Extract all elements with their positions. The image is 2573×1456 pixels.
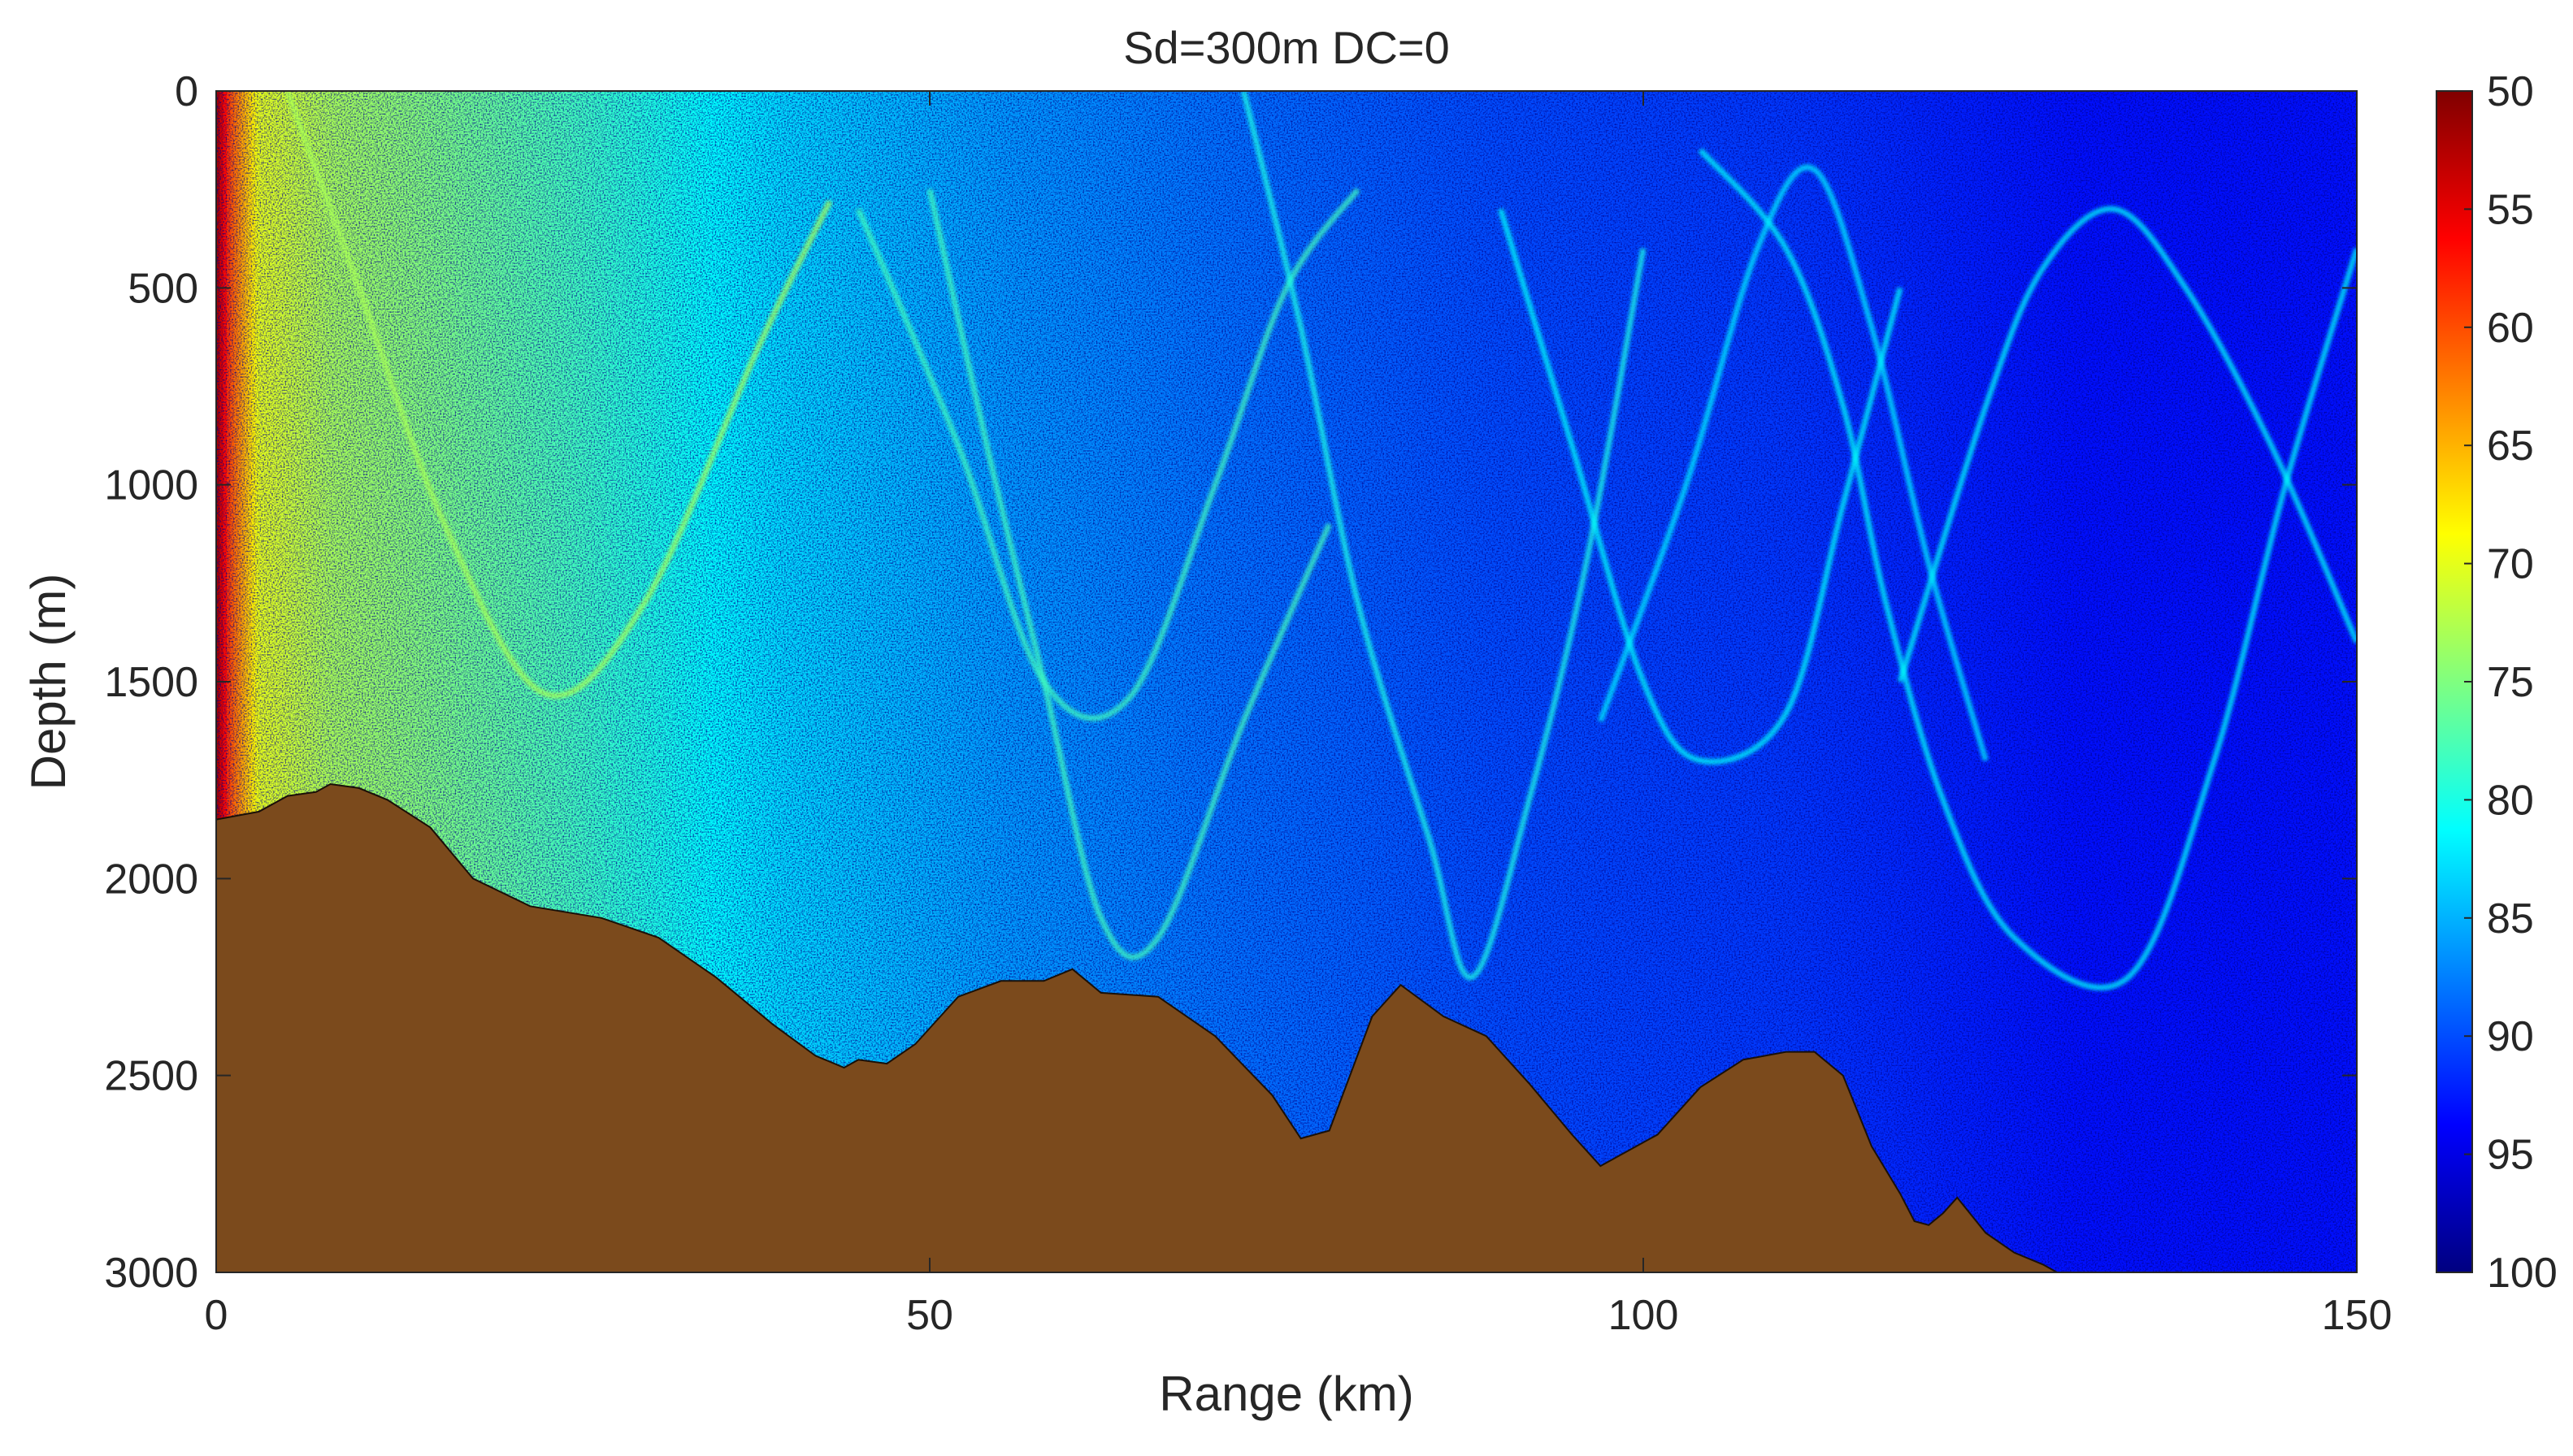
y-tick-label: 500 [128, 265, 198, 312]
y-tick-label: 0 [175, 68, 198, 115]
colorbar-tick-label: 60 [2487, 305, 2534, 352]
caustic-arc-4 [1240, 91, 1647, 981]
caustic-arc-1 [284, 91, 833, 699]
caustic-arcs [284, 91, 2357, 990]
x-tick-label: 50 [906, 1292, 953, 1339]
chart-title: Sd=300m DC=0 [1123, 22, 1450, 73]
x-tick-label: 100 [1608, 1292, 1679, 1339]
caustic-arc-5 [1498, 208, 1903, 765]
seafloor [216, 782, 2058, 1272]
colorbar: 50 55 60 65 70 75 80 85 90 95 100 [2436, 68, 2558, 1297]
colorbar-tick-label: 85 [2487, 895, 2534, 942]
colorbar-tick-label: 75 [2487, 659, 2534, 706]
x-tick-label: 150 [2322, 1292, 2393, 1339]
caustic-arc-8 [1598, 164, 1989, 761]
colorbar-tick-label: 95 [2487, 1132, 2534, 1179]
caustic-arc-2 [855, 188, 1360, 722]
caustic-arc-6 [1698, 148, 2357, 990]
y-tick-label: 1500 [104, 659, 198, 706]
colorbar-tick-label: 70 [2487, 541, 2534, 588]
colorbar-tick-label: 50 [2487, 68, 2534, 115]
colorbar-tick-label: 55 [2487, 186, 2534, 233]
y-tick-label: 2000 [104, 856, 198, 903]
y-tick-label: 1000 [104, 462, 198, 509]
colorbar-tick-label: 100 [2487, 1250, 2558, 1297]
colorbar-ticks: 50 55 60 65 70 75 80 85 90 95 100 [2464, 68, 2558, 1297]
x-tick-label: 0 [205, 1292, 228, 1339]
colorbar-tick-label: 80 [2487, 777, 2534, 824]
y-tick-label: 3000 [104, 1250, 198, 1297]
plot-area [216, 91, 2357, 1272]
colorbar-tick-label: 90 [2487, 1013, 2534, 1060]
y-axis: 0 500 1000 1500 2000 2500 3000 [104, 68, 2357, 1297]
caustic-arc-3 [926, 188, 1332, 960]
x-axis-label: Range (km) [1159, 1367, 1413, 1421]
x-axis: 0 50 100 150 [205, 91, 2393, 1339]
caustic-arc-7 [1897, 206, 2357, 683]
colorbar-tick-label: 65 [2487, 422, 2534, 470]
y-axis-label: Depth (m) [21, 574, 76, 791]
y-tick-label: 2500 [104, 1053, 198, 1100]
